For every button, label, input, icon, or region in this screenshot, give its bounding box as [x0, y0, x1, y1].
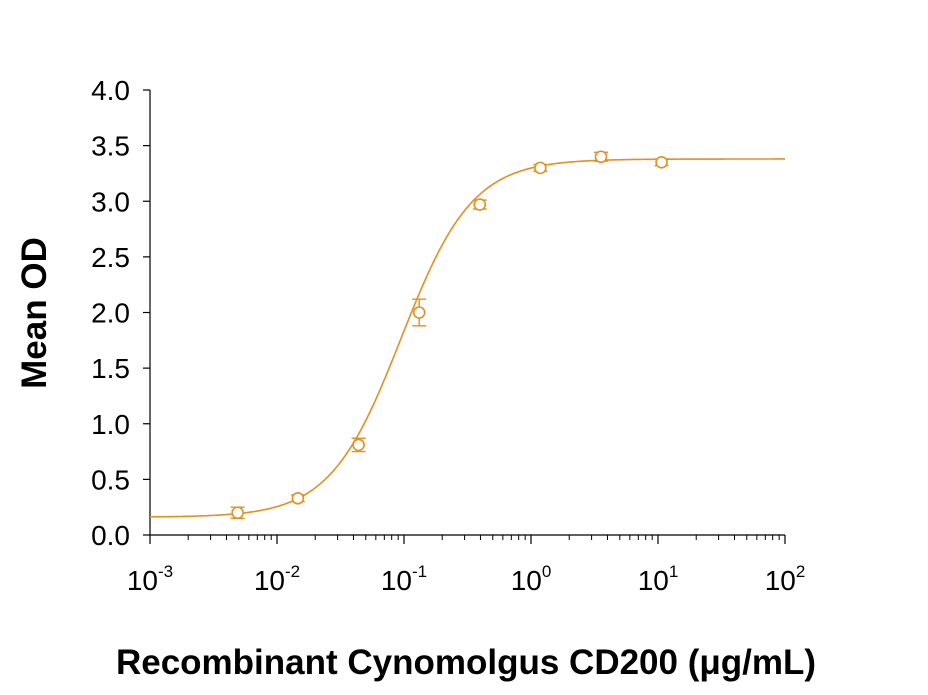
- y-tick-label: 0.5: [91, 464, 130, 495]
- y-tick-label: 0.0: [91, 520, 130, 551]
- x-tick-label: 10-2: [254, 562, 300, 596]
- data-point: [594, 150, 608, 164]
- data-point: [291, 491, 305, 505]
- y-tick-label: 3.0: [91, 186, 130, 217]
- data-point: [655, 156, 668, 169]
- data-point: [352, 438, 365, 452]
- x-tick-label: 102: [765, 562, 806, 596]
- y-tick-label: 4.0: [91, 75, 130, 106]
- data-point: [412, 306, 426, 319]
- y-tick-label: 2.0: [91, 298, 130, 329]
- data-point: [534, 161, 547, 175]
- x-tick-label: 10-1: [381, 562, 427, 596]
- x-tick-label: 10-3: [127, 562, 173, 596]
- x-tick-label: 100: [511, 562, 552, 596]
- y-tick-label: 1.5: [91, 353, 130, 384]
- fit-curve: [149, 158, 785, 518]
- x-axis-title: Recombinant Cynomolgus CD200 (μg/mL): [116, 643, 816, 682]
- data-point: [231, 506, 244, 520]
- y-tick-label: 1.0: [91, 409, 130, 440]
- data-point: [473, 198, 487, 211]
- axes: 0.0 0.5 1.0 1.5 2.0 2.5 3.0 3.5 4.0 10-3 10-2 10-1 1…: [91, 75, 805, 596]
- plot-area: [149, 150, 785, 520]
- y-tick-label: 3.5: [91, 131, 130, 162]
- y-tick-label: 2.5: [91, 242, 130, 273]
- y-axis-title: Mean OD: [15, 237, 54, 389]
- x-tick-label: 101: [638, 562, 679, 596]
